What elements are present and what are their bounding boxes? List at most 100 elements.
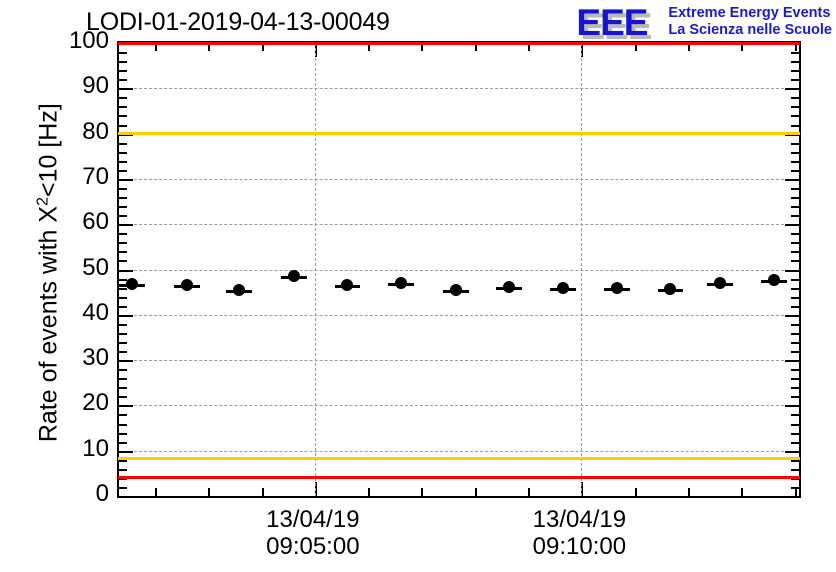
y-axis-tick-minor-right	[791, 332, 799, 335]
x-axis-tick-major	[581, 482, 584, 496]
y-axis-tick-minor	[119, 187, 127, 190]
eee-acronym-shadow: EEE	[580, 6, 652, 47]
data-point-marker	[714, 276, 727, 289]
y-axis-tick-major	[119, 405, 133, 408]
data-point-marker	[503, 280, 516, 293]
y-axis-tick-label: 50	[82, 253, 109, 281]
lower-yellow-limit-line	[118, 456, 800, 460]
x-axis-tick-minor	[528, 488, 531, 496]
y-axis-tick-major-right	[785, 178, 799, 181]
y-axis-tick-minor	[119, 378, 127, 381]
x-axis-tick-minor-top	[794, 43, 797, 51]
y-axis-tick-major	[119, 88, 133, 91]
lower-red-limit-line	[118, 476, 800, 480]
y-axis-tick-minor	[119, 432, 127, 435]
y-axis-tick-minor	[119, 142, 127, 145]
y-axis-tick-major	[119, 314, 133, 317]
y-axis-tick-minor	[119, 151, 127, 154]
y-axis-tick-minor-right	[791, 486, 799, 489]
y-axis-tick-minor-right	[791, 396, 799, 399]
x-axis-tick-minor	[261, 488, 264, 496]
x-axis-tick-minor-top	[634, 43, 637, 51]
y-axis-tick-minor	[119, 197, 127, 200]
data-point-marker	[557, 282, 570, 295]
plot-area	[117, 41, 801, 498]
grid-line-horizontal	[119, 269, 799, 271]
y-axis-tick-minor	[119, 459, 127, 462]
eee-logo-text: Extreme Energy Events La Scienza nelle S…	[668, 5, 832, 39]
y-axis-tick-label: 80	[82, 117, 109, 145]
y-axis-tick-minor	[119, 341, 127, 344]
x-axis-tick-label-date: 13/04/19	[532, 506, 627, 533]
x-axis-tick-minor-top	[368, 43, 371, 51]
y-axis-tick-minor-right	[791, 305, 799, 308]
x-axis-tick-minor-top	[421, 43, 424, 51]
eee-acronym-text: EEE	[576, 2, 648, 43]
y-axis-tick-major-right	[785, 88, 799, 91]
y-axis-tick-label: 40	[82, 298, 109, 326]
y-axis-tick-minor	[119, 52, 127, 55]
y-axis-tick-minor	[119, 233, 127, 236]
y-axis-tick-minor	[119, 351, 127, 354]
y-axis-tick-minor-right	[791, 296, 799, 299]
grid-line-horizontal	[119, 405, 799, 407]
y-axis-tick-minor-right	[791, 468, 799, 471]
grid-line-vertical	[314, 43, 316, 496]
y-axis-tick-minor	[119, 70, 127, 73]
y-axis-tick-minor-right	[791, 70, 799, 73]
y-axis-tick-minor-right	[791, 215, 799, 218]
y-axis-tick-minor	[119, 251, 127, 254]
y-axis-tick-minor-right	[791, 432, 799, 435]
data-point-marker	[449, 283, 462, 296]
y-axis-tick-minor	[119, 296, 127, 299]
y-axis-tick-minor	[119, 278, 127, 281]
x-axis-tick-major-top	[581, 43, 584, 57]
logo-line-2: La Scienza nelle Scuole	[668, 22, 832, 38]
x-axis-tick-minor-top	[208, 43, 211, 51]
x-axis-tick-minor	[688, 488, 691, 496]
y-axis-tick-major-right	[785, 450, 799, 453]
y-axis-tick-minor-right	[791, 106, 799, 109]
eee-logo: EEE EEE Extreme Energy Events La Scienza…	[576, 2, 832, 47]
x-axis-tick-minor	[794, 488, 797, 496]
y-axis-tick-minor	[119, 124, 127, 127]
y-axis-tick-minor-right	[791, 423, 799, 426]
y-axis-tick-minor-right	[791, 341, 799, 344]
y-axis-tick-minor	[119, 441, 127, 444]
y-axis-tick-minor	[119, 169, 127, 172]
x-axis-tick-minor	[208, 488, 211, 496]
x-axis-tick-minor-top	[528, 43, 531, 51]
y-axis-tick-minor-right	[791, 323, 799, 326]
x-axis-tick-minor-top	[688, 43, 691, 51]
y-axis-tick-minor-right	[791, 160, 799, 163]
y-axis-tick-minor	[119, 396, 127, 399]
data-point-marker	[287, 270, 300, 283]
y-axis-tick-minor	[119, 242, 127, 245]
y-axis-tick-minor-right	[791, 414, 799, 417]
y-axis-tick-major-right	[785, 405, 799, 408]
y-axis-tick-minor-right	[791, 441, 799, 444]
y-axis-tick-minor	[119, 115, 127, 118]
y-axis-tick-minor-right	[791, 124, 799, 127]
y-axis-tick-minor-right	[791, 187, 799, 190]
x-axis-tick-label-time: 09:05:00	[266, 533, 360, 560]
data-point-marker	[341, 279, 354, 292]
y-axis-tick-minor	[119, 423, 127, 426]
y-axis-tick-minor-right	[791, 115, 799, 118]
data-point-marker	[233, 283, 246, 296]
x-axis-tick-label: 13/04/19 09:10:00	[533, 506, 626, 560]
y-axis-tick-minor-right	[791, 151, 799, 154]
y-axis-tick-minor	[119, 305, 127, 308]
y-axis-tick-minor-right	[791, 233, 799, 236]
y-axis-tick-major	[119, 496, 133, 498]
x-axis-tick-minor-top	[154, 43, 157, 51]
logo-line-1: Extreme Energy Events	[668, 5, 831, 21]
y-axis-tick-minor-right	[791, 459, 799, 462]
y-axis-tick-label: 70	[82, 162, 109, 190]
y-axis-tick-minor	[119, 260, 127, 263]
y-axis-tick-label: 10	[82, 434, 109, 462]
chart-title: LODI-01-2019-04-13-00049	[86, 8, 390, 36]
y-axis-tick-major	[119, 450, 133, 453]
upper-yellow-limit-line	[118, 132, 800, 136]
y-axis-tick-major	[119, 224, 133, 227]
